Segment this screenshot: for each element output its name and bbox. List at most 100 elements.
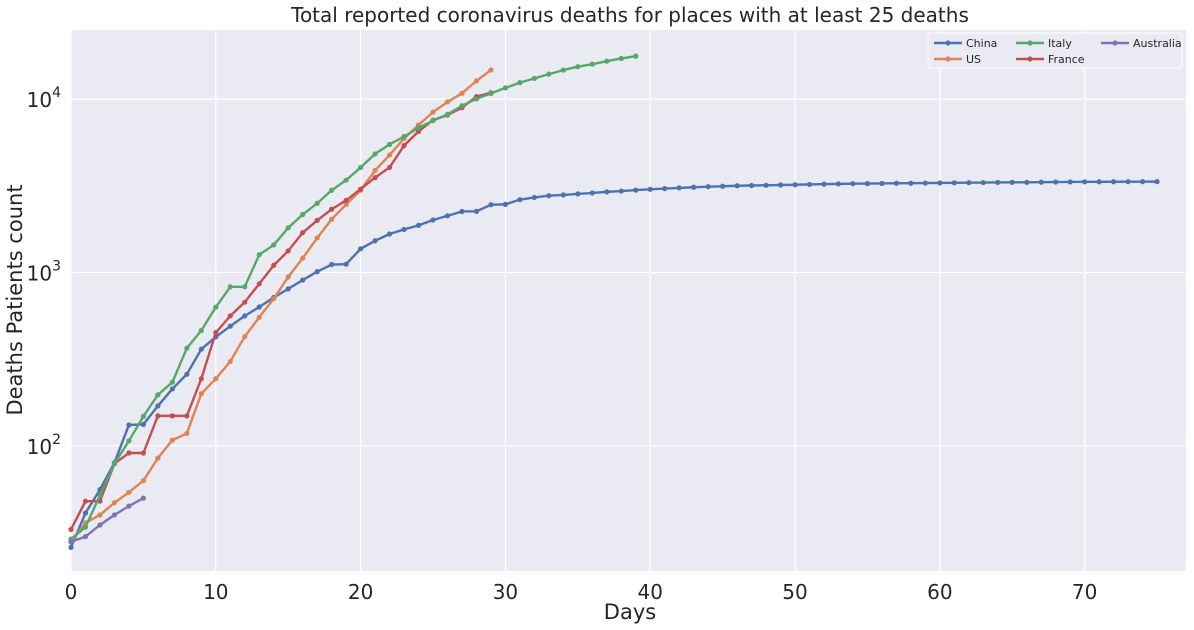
china-point <box>140 421 147 428</box>
australia-point <box>111 512 118 518</box>
us-point <box>242 333 248 340</box>
china-point <box>126 422 132 428</box>
china-line <box>69 180 1158 548</box>
italy-point <box>213 304 219 310</box>
china-point <box>1139 179 1146 185</box>
italy-point <box>517 80 523 86</box>
us-point <box>343 201 349 208</box>
china-point <box>401 226 407 233</box>
legend-swatch-marker <box>1027 56 1033 62</box>
china-point <box>517 197 523 203</box>
china-point <box>618 188 624 194</box>
italy-point <box>184 345 190 351</box>
china-point <box>720 183 726 189</box>
italy-point <box>415 125 422 131</box>
italy-point <box>227 284 233 290</box>
france-point <box>386 164 393 171</box>
italy-point <box>169 379 175 385</box>
australia-point <box>97 522 103 528</box>
china-point <box>589 190 595 196</box>
france-point <box>358 186 364 192</box>
china-point <box>604 189 610 195</box>
legend-swatch-marker <box>1027 40 1033 46</box>
italy-point <box>242 284 248 290</box>
us-point <box>227 358 233 365</box>
us-point <box>140 478 147 484</box>
y-axis-ticks: 102 103 104 <box>27 85 61 459</box>
china-point <box>1024 179 1030 185</box>
us-point <box>285 274 291 280</box>
legend-item-us: US <box>934 53 981 66</box>
france-point <box>329 206 335 212</box>
series-lines <box>68 53 1160 550</box>
italy-point <box>386 141 393 147</box>
china-point <box>1096 179 1102 185</box>
us-point <box>213 376 219 382</box>
china-point <box>691 184 697 190</box>
italy-line <box>70 54 636 541</box>
y-axis-label: Deaths Patients count <box>3 184 27 415</box>
us-point <box>126 489 132 495</box>
us-point <box>97 512 103 518</box>
y-tick-label: 104 <box>27 85 61 112</box>
italy-point <box>343 177 349 183</box>
france-point <box>198 376 204 382</box>
china-point <box>951 180 957 186</box>
italy-point <box>271 242 277 248</box>
china-point <box>575 191 581 197</box>
china-point <box>546 193 552 199</box>
china-point <box>1053 179 1059 185</box>
us-point <box>271 296 277 302</box>
italy-point <box>546 71 552 77</box>
china-point <box>893 180 899 186</box>
australia-point <box>68 539 74 545</box>
x-tick-label: 20 <box>348 580 373 604</box>
legend-label: Italy <box>1048 37 1072 50</box>
china-point <box>1082 179 1088 185</box>
x-axis-label: Days <box>604 600 656 624</box>
china-point <box>444 213 451 219</box>
france-point <box>343 197 349 203</box>
france-point <box>68 526 74 533</box>
china-point <box>227 323 233 329</box>
china-point <box>1110 179 1117 185</box>
france-point <box>285 248 291 254</box>
france-point <box>271 262 277 268</box>
us-point <box>430 109 436 115</box>
us-point <box>473 78 480 84</box>
italy-point <box>256 252 262 258</box>
us-point <box>184 430 190 437</box>
china-point <box>82 510 89 516</box>
us-line <box>70 69 492 543</box>
us-point <box>155 455 161 461</box>
china-point <box>821 181 827 187</box>
legend-swatch-marker <box>945 40 951 46</box>
china-point <box>1009 179 1015 185</box>
china-point <box>386 231 393 237</box>
china-point <box>184 371 190 377</box>
china-point <box>415 222 422 228</box>
italy-point <box>459 103 465 109</box>
us-point <box>459 90 465 96</box>
chart-title: Total reported coronavirus deaths for pl… <box>290 3 969 27</box>
italy-point <box>575 64 581 70</box>
italy-point <box>97 492 103 498</box>
china-point <box>329 261 335 268</box>
china-point <box>806 181 813 188</box>
italy-point <box>618 55 624 62</box>
grid-lines <box>70 30 1186 571</box>
china-point <box>488 202 494 208</box>
china-point <box>68 544 74 550</box>
china-point <box>300 277 306 283</box>
italy-point <box>401 133 407 140</box>
italy-point <box>444 111 451 117</box>
italy-point <box>82 524 89 530</box>
x-tick-label: 40 <box>637 580 662 604</box>
china-point <box>937 180 943 186</box>
legend-item-china: China <box>934 37 997 50</box>
italy-point <box>502 85 509 91</box>
y-tick-label: 103 <box>27 258 61 285</box>
us-point <box>198 391 204 397</box>
china-point <box>430 217 436 223</box>
